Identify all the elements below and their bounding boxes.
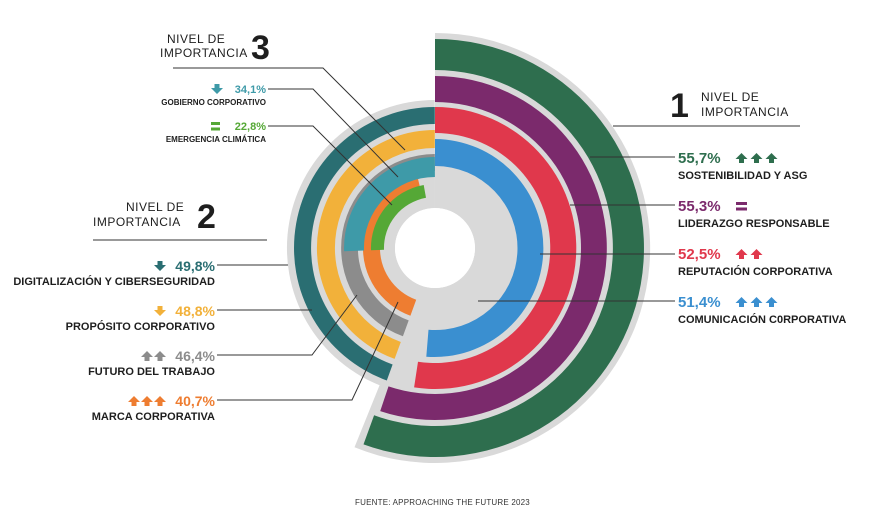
value-label: 40,7%	[175, 393, 215, 409]
arrow-up-icon	[128, 396, 140, 406]
label-emergencia-climatica: 22,8% EMERGENCIA CLIMÁTICA	[166, 121, 266, 144]
arrow-up-icon	[154, 351, 166, 361]
arrow-up-icon	[141, 396, 153, 406]
leader-marca-corporativa	[217, 301, 399, 401]
value-label: 49,8%	[175, 258, 215, 274]
value-label: 48,8%	[175, 303, 215, 319]
arrow-up-icon	[141, 351, 153, 361]
arrow-up-icon	[735, 249, 748, 259]
leader-lines	[93, 67, 800, 401]
category-label: FUTURO DEL TRABAJO	[88, 366, 215, 378]
category-label: GOBIERNO CORPORATIVO	[161, 98, 266, 107]
level-3-label-line1: NIVEL DE	[167, 32, 225, 46]
arrow-up-icon	[735, 297, 748, 307]
chart-arcs	[286, 32, 651, 463]
value-label: 46,4%	[175, 348, 215, 364]
bar-proposito-corporativo	[316, 130, 435, 359]
category-label: SOSTENIBILIDAD Y ASG	[678, 170, 807, 182]
equal-icon	[736, 202, 747, 211]
leader-gobierno-corporativo	[268, 88, 399, 178]
level-3-number: 3	[251, 29, 270, 67]
level-1-label-line1: NIVEL DE	[701, 90, 759, 104]
category-label: LIDERAZGO RESPONSABLE	[678, 218, 830, 230]
center-hole	[395, 208, 475, 288]
category-label: EMERGENCIA CLIMÁTICA	[166, 135, 266, 144]
bar-gobierno-corporativo	[344, 157, 435, 252]
arrow-down-icon	[154, 261, 166, 271]
bar-digitalizacion-y-ciberseguridad	[294, 107, 435, 381]
value-label: 52,5%	[678, 246, 721, 263]
level-1-label-line2: IMPORTANCIA	[701, 105, 789, 119]
level-2-label-line1: NIVEL DE	[126, 200, 184, 214]
leader-emergencia-climatica	[268, 125, 393, 206]
arrow-down-icon	[211, 84, 223, 94]
category-label: REPUTACIÓN CORPORATIVA	[678, 265, 833, 278]
category-label: DIGITALIZACIÓN Y CIBERSEGURIDAD	[13, 275, 215, 288]
category-label: PROPÓSITO CORPORATIVO	[66, 320, 216, 333]
chart-labels: 1 NIVEL DEIMPORTANCIA55,7%SOSTENIBILIDAD …	[13, 29, 846, 423]
level-2-label-line2: IMPORTANCIA	[93, 215, 181, 229]
label-comunicacion-c0rporativa: 51,4% COMUNICACIÓN C0RPORATIVA	[678, 294, 846, 326]
value-label: 34,1%	[235, 84, 266, 96]
level-3-leader	[173, 67, 406, 151]
arrow-up-icon	[765, 297, 778, 307]
arrow-up-icon	[750, 249, 763, 259]
arrow-up-icon	[765, 153, 778, 163]
level-3-label-line2: IMPORTANCIA	[160, 46, 248, 60]
category-label: COMUNICACIÓN C0RPORATIVA	[678, 313, 846, 326]
label-marca-corporativa: 40,7% MARCA CORPORATIVA	[92, 393, 216, 423]
bar-emergencia-climatica	[370, 185, 426, 251]
value-label: 55,3%	[678, 198, 721, 215]
label-reputacion-corporativa: 52,5% REPUTACIÓN CORPORATIVA	[678, 246, 833, 278]
source-note: FUENTE: APPROACHING THE FUTURE 2023	[355, 498, 530, 507]
leader-futuro-del-trabajo	[217, 294, 358, 356]
value-label: 22,8%	[235, 121, 266, 133]
arrow-up-icon	[750, 297, 763, 307]
label-liderazgo-responsable: 55,3% LIDERAZGO RESPONSABLE	[678, 198, 830, 230]
value-label: 51,4%	[678, 294, 721, 311]
label-sostenibilidad-y-asg: 55,7% SOSTENIBILIDAD Y ASG	[678, 150, 807, 182]
equal-icon	[211, 122, 220, 131]
arrow-up-icon	[154, 396, 166, 406]
bar-comunicacion-c0rporativa	[426, 139, 544, 357]
label-digitalizacion-y-ciberseguridad: 49,8%DIGITALIZACIÓN Y CIBERSEGURIDAD	[13, 258, 215, 288]
label-gobierno-corporativo: 34,1% GOBIERNO CORPORATIVO	[161, 84, 266, 107]
arrow-up-icon	[735, 153, 748, 163]
level-1-number: 1	[670, 87, 689, 125]
value-label: 55,7%	[678, 150, 721, 167]
label-proposito-corporativo: 48,8%PROPÓSITO CORPORATIVO	[66, 303, 216, 333]
bar-reputacion-corporativa	[414, 106, 577, 389]
category-label: MARCA CORPORATIVA	[92, 411, 215, 423]
level-2-number: 2	[197, 198, 216, 236]
arrow-down-icon	[154, 306, 166, 316]
label-futuro-del-trabajo: 46,4% FUTURO DEL TRABAJO	[88, 348, 215, 378]
arrow-up-icon	[750, 153, 763, 163]
bar-marca-corporativa	[362, 178, 422, 316]
